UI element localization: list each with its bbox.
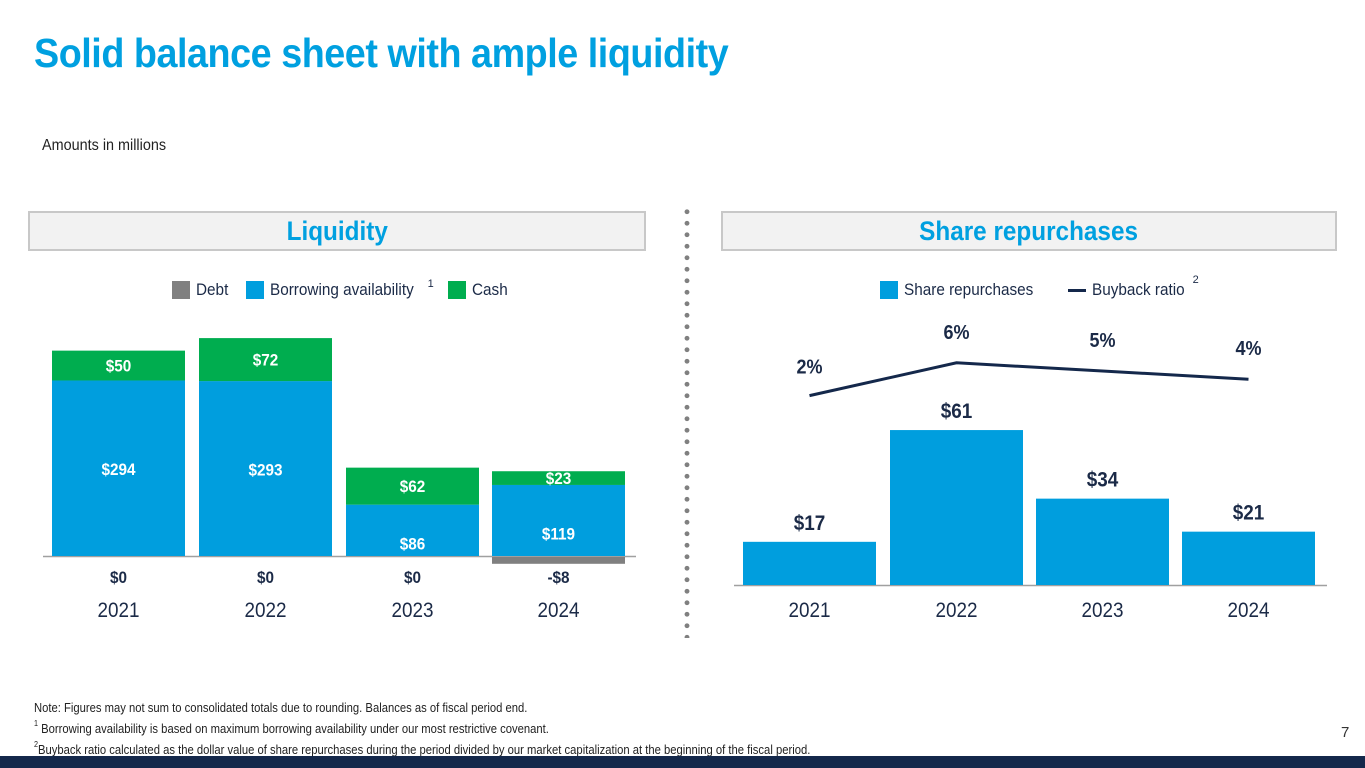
repurchase-bar-2024 (1182, 531, 1315, 585)
repurchase-bar-2023 (1036, 498, 1169, 585)
repurchases-swatch-icon (880, 281, 898, 299)
debt-label-2023: $0 (404, 568, 421, 587)
legend-item-cash: Cash (447, 280, 512, 300)
buyback-ratio-line (809, 361, 1249, 398)
borrowing-swatch-icon (245, 281, 264, 299)
cash-swatch-icon (447, 281, 466, 299)
buyback-ratio-label-2024: 4% (1235, 338, 1261, 360)
amounts-note: Amounts in millions (42, 137, 167, 154)
repurchases-year-2024: 2024 (1227, 599, 1269, 622)
debt-label-2024: -$8 (547, 568, 569, 587)
legend-item-buyback-ratio: Buyback ratio 2 (1067, 274, 1199, 300)
borrowing-bar-2024 (492, 484, 625, 556)
repurchase-label-2022: $61 (941, 400, 973, 423)
repurchase-label-2023: $34 (1087, 469, 1119, 492)
dotted-divider (684, 206, 690, 638)
borrowing-label-2023: $86 (400, 535, 426, 554)
page-number: 7 (1341, 724, 1350, 741)
legend-item-debt: Debt (172, 280, 232, 300)
borrowing-bar-2021 (52, 380, 185, 556)
repurchases-year-2022: 2022 (935, 599, 977, 622)
footnote-1-text: Borrowing availability is based on maxim… (38, 722, 549, 737)
liquidity-year-2021: 2021 (97, 599, 139, 622)
borrowing-bar-2022 (199, 381, 332, 556)
debt-label-2021: $0 (110, 568, 127, 587)
line-swatch-icon (1067, 288, 1086, 292)
borrowing-label-2024: $119 (542, 525, 575, 544)
buyback-ratio-label-2022: 6% (943, 322, 969, 344)
cash-label-2021: $50 (106, 357, 132, 376)
footnote-2-marker: 2 (34, 740, 39, 750)
footnote-1: 1 Borrowing availability is based on max… (34, 717, 810, 738)
legend-label: Debt (196, 280, 229, 299)
liquidity-panel-header: Liquidity (28, 211, 646, 251)
borrowing-bar-2023 (346, 504, 479, 556)
cash-label-2023: $62 (400, 477, 426, 496)
cash-bar-2021 (52, 350, 185, 381)
cash-label-2022: $72 (253, 351, 279, 370)
legend-label: Cash (471, 280, 508, 299)
footnote-2: 2Buyback ratio calculated as the dollar … (34, 738, 810, 759)
buyback-ratio-label-2023: 5% (1089, 330, 1115, 352)
page-title: Solid balance sheet with ample liquidity (34, 30, 729, 76)
borrowing-label-2022: $293 (248, 461, 282, 480)
footnotes: Note: Figures may not sum to consolidate… (34, 700, 810, 759)
footnote-1-marker: 1 (34, 719, 39, 728)
cash-bar-2023 (346, 467, 479, 505)
liquidity-year-2022: 2022 (244, 599, 286, 622)
repurchases-year-2023: 2023 (1081, 599, 1123, 622)
repurchases-panel-header: Share repurchases (721, 211, 1337, 251)
legend-item-borrowing: Borrowing availability 1 (245, 278, 434, 300)
footnote-marker: 1 (427, 278, 434, 290)
cash-bar-2022 (199, 338, 332, 382)
debt-bar-2024 (492, 557, 625, 564)
debt-swatch-icon (172, 281, 190, 299)
repurchase-bar-2022 (890, 430, 1023, 585)
repurchase-label-2024: $21 (1233, 502, 1265, 525)
buyback-ratio-label-2021: 2% (796, 357, 822, 379)
note-rounding: Note: Figures may not sum to consolidate… (34, 701, 528, 715)
repurchase-label-2021: $17 (794, 512, 826, 535)
legend-label: Borrowing availability (269, 280, 414, 299)
footnote-marker: 2 (1192, 274, 1199, 286)
liquidity-year-2023: 2023 (391, 599, 433, 622)
liquidity-header-label: Liquidity (286, 215, 388, 246)
footnote-2-text: Buyback ratio calculated as the dollar v… (38, 743, 811, 758)
legend-label: Share repurchases (904, 280, 1034, 299)
debt-label-2022: $0 (257, 568, 274, 587)
borrowing-label-2021: $294 (101, 461, 135, 480)
cash-label-2024: $23 (546, 469, 572, 488)
repurchases-legend: Share repurchases Buyback ratio 2 (880, 274, 1213, 300)
cash-bar-2024 (492, 471, 625, 485)
footer-bar (0, 756, 1365, 768)
liquidity-legend: Debt Borrowing availability 1 Cash (172, 278, 525, 300)
liquidity-year-2024: 2024 (537, 599, 579, 622)
legend-label: Buyback ratio (1091, 280, 1185, 299)
repurchases-year-2021: 2021 (788, 599, 830, 622)
repurchase-bar-2021 (743, 541, 876, 585)
legend-item-share-repurchases: Share repurchases (880, 280, 1048, 300)
repurchases-header-label: Share repurchases (919, 215, 1139, 246)
